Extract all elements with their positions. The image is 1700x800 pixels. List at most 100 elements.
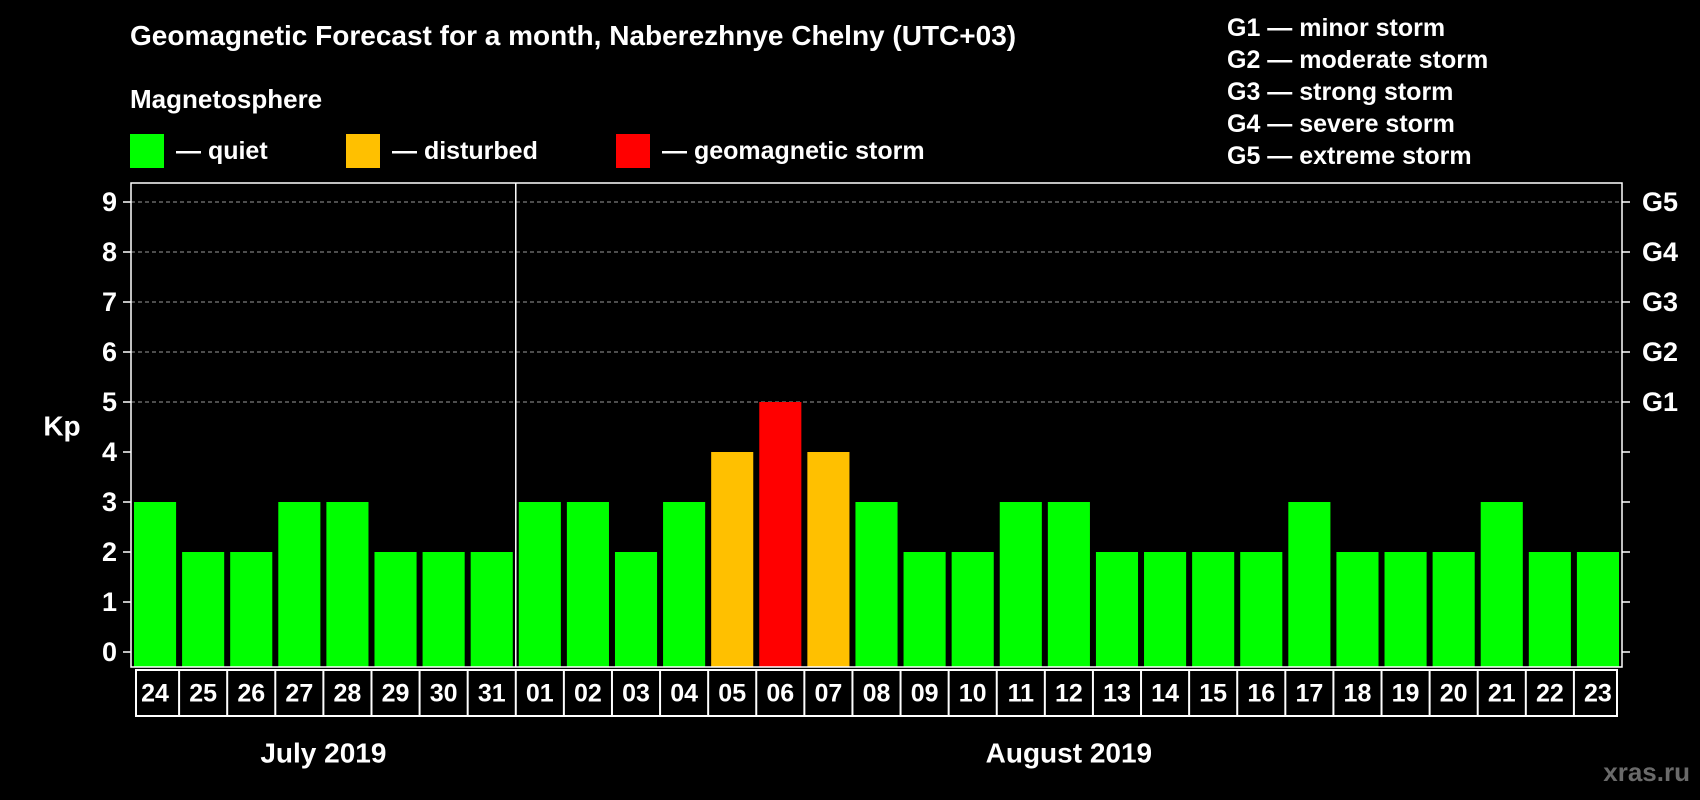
bar-28 [326,502,369,667]
magnetosphere-label: Magnetosphere [130,84,323,114]
bar-29 [374,552,417,667]
bar-21 [1480,502,1523,667]
legend-disturbed-label: — disturbed [392,136,538,165]
bar-12 [1047,502,1090,667]
plot-frame [130,182,1623,668]
x-tick-label-12: 12 [1055,680,1083,708]
bar-23 [1576,552,1619,667]
legend-quiet: — quiet [130,134,268,168]
y-axis-label: Kp [43,410,80,441]
bar-05 [711,452,754,667]
bar-08 [855,502,898,667]
x-tick-label-26: 26 [237,680,265,708]
bar-26 [230,552,273,667]
bar-03 [614,552,658,667]
x-tick-label-30: 30 [430,680,458,708]
x-tick-label-11: 11 [1008,680,1035,708]
x-tick-label-10: 10 [959,680,987,708]
x-tick-label-04: 04 [670,680,698,708]
x-tick-label-28: 28 [334,680,362,708]
x-tick-label-02: 02 [574,680,602,708]
month-label-august: August 2019 [986,737,1153,768]
bar-22 [1528,552,1571,667]
day-cell-strip [135,669,1618,717]
x-tick-label-06: 06 [766,680,794,708]
g-level-legend: G1 — minor storm G2 — moderate storm G3 … [1227,12,1488,172]
bar-20 [1432,552,1475,667]
x-tick-label-03: 03 [622,680,650,708]
month-label-july: July 2019 [260,737,386,768]
legend-disturbed-swatch [346,134,380,168]
legend-disturbed: — disturbed [346,134,538,168]
x-tick-label-05: 05 [718,680,746,708]
bar-19 [1384,552,1427,667]
bar-16 [1240,552,1283,667]
bar-04 [663,502,706,667]
bar-27 [278,502,321,667]
bar-02 [566,502,609,667]
bar-09 [903,552,946,667]
x-tick-label-14: 14 [1151,680,1179,708]
legend-quiet-swatch [130,134,164,168]
x-tick-label-31: 31 [478,680,506,708]
x-tick-label-20: 20 [1440,680,1468,708]
g-level-label-G2: G2 [1642,337,1678,367]
x-tick-label-27: 27 [285,680,313,708]
g-level-label-G1: G1 [1642,387,1678,417]
bar-17 [1288,502,1331,667]
x-tick-label-24: 24 [141,680,169,708]
bar-01 [518,502,561,667]
legend-storm-label: — geomagnetic storm [662,136,925,165]
x-tick-label-15: 15 [1199,680,1227,708]
bar-24 [134,502,177,667]
g5-legend-item: G5 — extreme storm [1227,142,1472,170]
g3-legend-item: G3 — strong storm [1227,78,1454,106]
y-tick-label-1: 1 [102,587,117,617]
g-level-label-G3: G3 [1642,287,1678,317]
chart-title: Geomagnetic Forecast for a month, Nabere… [130,20,1017,51]
x-tick-label-23: 23 [1584,680,1612,708]
x-tick-label-01: 01 [526,680,554,708]
y-tick-label-4: 4 [102,437,117,467]
bar-31 [470,552,513,667]
bar-13 [1095,552,1139,667]
x-tick-label-29: 29 [382,680,410,708]
bar-18 [1336,552,1379,667]
bar-30 [422,552,465,667]
y-tick-label-9: 9 [102,187,117,217]
x-tick-label-21: 21 [1488,680,1516,708]
y-tick-label-8: 8 [102,237,117,267]
x-tick-label-25: 25 [189,680,217,708]
x-tick-label-17: 17 [1295,680,1323,708]
bar-15 [1192,552,1235,667]
legend-quiet-label: — quiet [176,136,268,165]
watermark: xras.ru [1603,757,1690,787]
y-tick-label-2: 2 [102,537,117,567]
x-tick-label-22: 22 [1536,680,1564,708]
legend-storm-swatch [616,134,650,168]
y-tick-label-0: 0 [102,637,117,667]
x-tick-label-19: 19 [1392,680,1420,708]
x-tick-label-16: 16 [1247,680,1275,708]
x-tick-label-09: 09 [911,680,939,708]
bar-07 [807,452,850,667]
g1-legend-item: G1 — minor storm [1227,14,1446,42]
bar-25 [182,552,225,667]
y-tick-label-7: 7 [102,287,117,317]
legend-storm: — geomagnetic storm [616,134,925,168]
bar-14 [1144,552,1187,667]
g-level-label-G5: G5 [1642,187,1678,217]
x-tick-label-13: 13 [1103,680,1131,708]
bar-06 [759,402,802,667]
g4-legend-item: G4 — severe storm [1227,110,1455,138]
g2-legend-item: G2 — moderate storm [1227,46,1489,74]
y-tick-label-6: 6 [102,337,117,367]
bar-11 [999,502,1042,667]
g-level-label-G4: G4 [1642,237,1678,267]
y-tick-label-5: 5 [102,387,117,417]
x-tick-label-18: 18 [1344,680,1372,708]
y-tick-label-3: 3 [102,487,117,517]
x-tick-label-08: 08 [863,680,891,708]
